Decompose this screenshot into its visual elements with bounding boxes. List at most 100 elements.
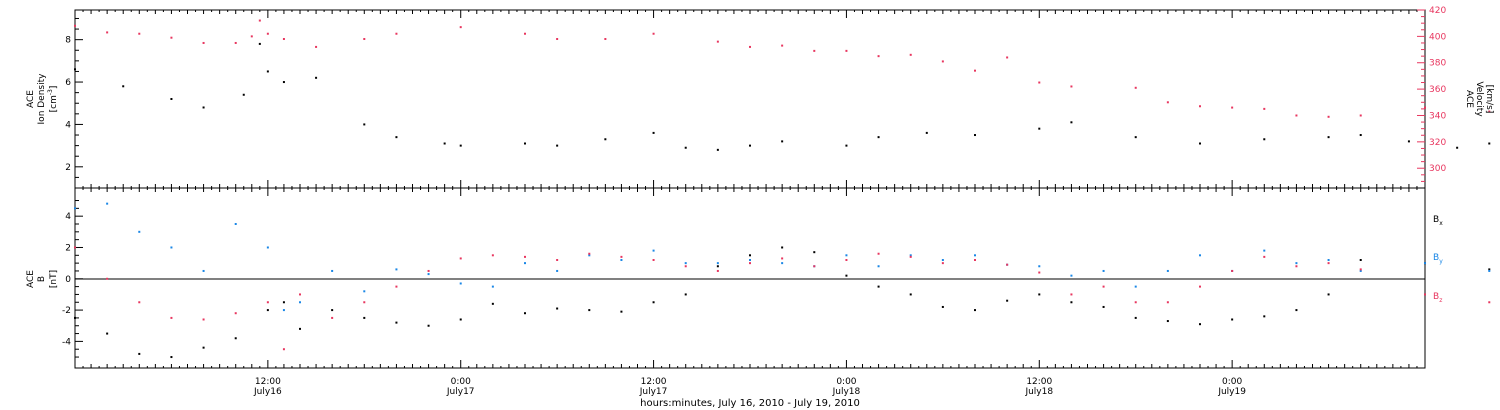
bx-point — [845, 274, 848, 277]
density-point — [684, 146, 687, 149]
by-point — [1424, 262, 1426, 265]
by-point — [331, 269, 334, 272]
legend-by-base: B — [1433, 253, 1439, 263]
bottom-left-tick-label: 4 — [65, 212, 71, 222]
velocity-point — [258, 19, 261, 22]
velocity-point — [716, 40, 719, 43]
by-point — [266, 246, 269, 249]
top-right-tick-label: 320 — [1429, 138, 1446, 148]
velocity-point — [250, 35, 253, 38]
velocity-point — [1070, 85, 1073, 88]
by-point — [138, 230, 141, 233]
x-tick-date: July17 — [446, 387, 475, 397]
bx-point — [749, 254, 751, 257]
legend-bx: Bx — [1433, 215, 1443, 227]
legend-bz: Bz — [1433, 292, 1442, 304]
bz-point — [1295, 265, 1298, 268]
bx-point — [524, 312, 526, 315]
velocity-point — [1231, 106, 1234, 109]
b-label-unit: [nT] — [49, 270, 59, 288]
bx-point — [427, 324, 430, 327]
by-point — [781, 262, 784, 265]
bz-point — [524, 255, 526, 258]
bx-point — [1488, 268, 1491, 271]
by-point — [427, 273, 430, 276]
velocity-point — [556, 38, 559, 41]
top-right-tick-label: 360 — [1429, 85, 1446, 95]
top-panel-series — [74, 19, 1491, 151]
top-left-tick-label: 6 — [65, 78, 71, 88]
bz-point — [1231, 269, 1234, 272]
bz-point — [652, 259, 655, 261]
velocity-point — [1134, 86, 1137, 89]
bx-point — [363, 316, 366, 319]
by-point — [1134, 285, 1137, 288]
top-right-tick-label: 400 — [1429, 32, 1446, 42]
bx-point — [1134, 316, 1137, 319]
velocity-point — [1488, 110, 1491, 113]
legend-bz-base: B — [1433, 292, 1439, 302]
velocity-point — [524, 32, 526, 35]
velocity-point — [170, 36, 173, 39]
by-point — [1070, 274, 1073, 277]
bx-point — [1199, 323, 1201, 326]
bz-point — [282, 348, 285, 351]
bz-point — [684, 265, 687, 268]
velocity-point — [974, 69, 976, 72]
bx-point — [620, 310, 623, 313]
bz-point — [781, 257, 784, 260]
bz-point — [1166, 301, 1169, 304]
velocity-point — [877, 55, 880, 58]
density-point — [845, 144, 848, 147]
density-point — [459, 144, 462, 147]
by-point — [395, 268, 398, 271]
bz-point — [1488, 301, 1491, 304]
density-point — [1488, 142, 1491, 145]
by-point — [1166, 269, 1169, 272]
bx-point — [138, 352, 141, 355]
density-point — [443, 142, 446, 145]
bx-point — [1263, 315, 1266, 318]
velocity-point — [845, 49, 848, 52]
by-point — [588, 254, 591, 257]
velocity-label-ace: ACE — [1464, 90, 1474, 108]
by-point — [909, 254, 912, 257]
velocity-point — [1263, 107, 1266, 110]
by-point — [491, 285, 494, 288]
density-point — [202, 106, 205, 109]
legend-by: By — [1433, 253, 1443, 265]
bz-point — [909, 255, 912, 258]
by-point — [1038, 265, 1041, 268]
bz-point — [877, 252, 880, 255]
density-label-ace: ACE — [26, 90, 36, 108]
velocity-point — [315, 45, 318, 48]
density-point — [122, 85, 125, 88]
x-axis-title: hours:minutes, July 16, 2010 - July 19, … — [640, 398, 860, 409]
legend-bx-base: B — [1433, 215, 1439, 225]
density-point — [749, 144, 751, 147]
bz-point — [620, 255, 623, 258]
bx-point — [459, 318, 462, 321]
density-point — [604, 138, 607, 141]
density-point — [1359, 134, 1362, 137]
bx-point — [1295, 309, 1298, 312]
bx-point — [1038, 293, 1041, 296]
by-point — [282, 309, 285, 312]
density-point — [1456, 146, 1459, 149]
bx-point — [1102, 305, 1105, 308]
x-tick-time: 0:00 — [836, 377, 856, 387]
bz-point — [556, 259, 559, 261]
density-point — [266, 70, 269, 73]
bx-point — [781, 246, 784, 249]
bz-point — [202, 318, 205, 321]
bx-point — [556, 307, 559, 310]
by-point — [363, 290, 366, 293]
top-right-axis-ticks: 300 320 340 360 380 400 420 — [1417, 6, 1446, 182]
density-point — [1038, 127, 1041, 130]
density-point — [1199, 142, 1201, 145]
by-point — [556, 269, 559, 272]
by-point — [106, 202, 109, 205]
x-axis-ticks: 12:00July160:00July1712:00July170:00July… — [74, 10, 1426, 397]
x-tick-date: July19 — [1217, 387, 1246, 397]
